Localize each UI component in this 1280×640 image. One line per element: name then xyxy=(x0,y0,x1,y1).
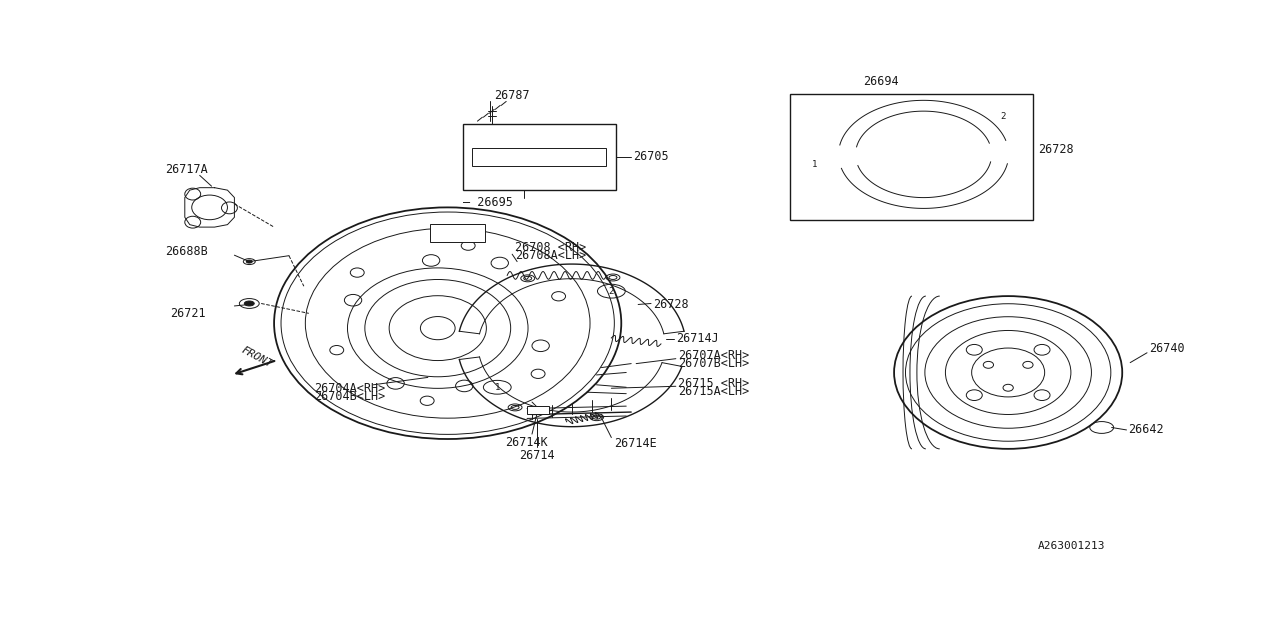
Text: 26717A: 26717A xyxy=(165,163,207,176)
Text: 26714J: 26714J xyxy=(676,332,718,346)
Text: 26707A<RH>: 26707A<RH> xyxy=(678,349,749,362)
Circle shape xyxy=(246,260,252,263)
Text: 26705: 26705 xyxy=(634,150,669,163)
Text: 26721: 26721 xyxy=(170,307,206,320)
Text: A263001213: A263001213 xyxy=(1038,541,1106,551)
Bar xyxy=(790,94,1033,220)
Text: 1: 1 xyxy=(812,160,818,169)
Text: 26740: 26740 xyxy=(1149,342,1185,355)
Text: 26708 <RH>: 26708 <RH> xyxy=(515,241,586,254)
Text: 26715 <RH>: 26715 <RH> xyxy=(678,377,749,390)
Bar xyxy=(472,148,607,166)
Text: 26708A<LH>: 26708A<LH> xyxy=(515,249,586,262)
Bar xyxy=(430,224,485,242)
Text: 26714K: 26714K xyxy=(506,436,548,449)
Text: 26787: 26787 xyxy=(494,88,530,102)
Text: 26694: 26694 xyxy=(863,76,899,88)
Text: 1: 1 xyxy=(494,383,500,392)
Text: 26704B<LH>: 26704B<LH> xyxy=(314,390,385,403)
Bar xyxy=(527,406,549,414)
Text: 26728: 26728 xyxy=(1038,143,1074,156)
Text: 26714: 26714 xyxy=(520,449,554,462)
Bar xyxy=(462,124,617,190)
Text: FRONT: FRONT xyxy=(239,346,274,370)
Text: 26704A<RH>: 26704A<RH> xyxy=(314,381,385,395)
Text: 2: 2 xyxy=(1001,112,1006,121)
Text: 26728: 26728 xyxy=(653,298,689,311)
Text: 26715A<LH>: 26715A<LH> xyxy=(678,385,749,397)
Text: 26688B: 26688B xyxy=(165,245,207,259)
Text: 2: 2 xyxy=(609,287,614,296)
Circle shape xyxy=(244,301,255,306)
Text: 26642: 26642 xyxy=(1129,424,1164,436)
Text: 26707B<LH>: 26707B<LH> xyxy=(678,357,749,370)
Text: 26714E: 26714E xyxy=(614,437,657,451)
Text: — 26695: — 26695 xyxy=(462,196,512,209)
